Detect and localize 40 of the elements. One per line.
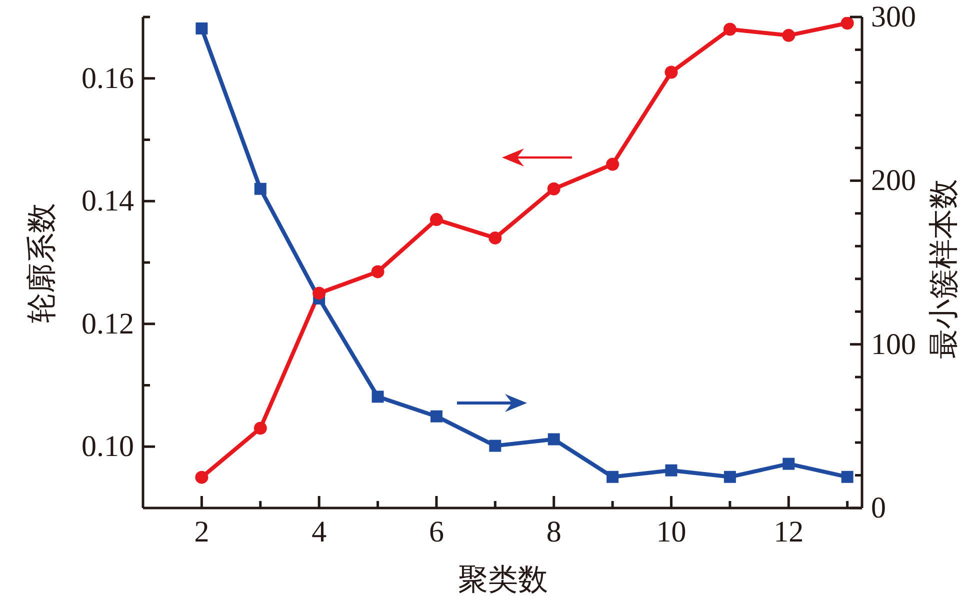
point <box>489 440 502 452</box>
point <box>430 410 442 422</box>
y2-axis-title: 最小簇样本数 <box>928 179 960 359</box>
y-tick-label: 0.16 <box>82 62 134 95</box>
x-tick-label: 10 <box>656 515 686 548</box>
point <box>782 458 795 470</box>
y-tick-label: 0.12 <box>82 307 134 340</box>
y-axis-title: 轮廓系数 <box>26 203 58 323</box>
point <box>841 470 854 483</box>
point <box>195 470 208 484</box>
point <box>548 433 560 446</box>
point <box>372 390 384 403</box>
point <box>312 286 326 300</box>
point <box>196 22 208 34</box>
x-tick-label: 12 <box>774 515 804 548</box>
x-tick-label: 6 <box>428 515 444 548</box>
point <box>840 17 854 30</box>
y2-tick-label: 300 <box>871 0 916 34</box>
y-tick-label: 0.14 <box>82 184 134 218</box>
point <box>254 182 266 195</box>
x-tick-label: 4 <box>312 515 327 548</box>
x-tick-label: 2 <box>194 515 210 548</box>
point <box>371 265 384 278</box>
point <box>254 422 267 435</box>
y2-tick-label: 100 <box>871 328 916 361</box>
point <box>488 231 502 244</box>
point <box>724 470 736 483</box>
y2-tick-label: 200 <box>871 164 916 198</box>
point <box>606 470 619 483</box>
point <box>547 182 560 196</box>
x-axis-title: 聚类数 <box>458 564 548 596</box>
point <box>430 213 443 226</box>
point <box>664 66 678 79</box>
point <box>606 158 620 171</box>
y2-tick-label: 0 <box>871 492 886 524</box>
point <box>782 28 796 42</box>
x-tick-label: 8 <box>546 515 562 548</box>
point <box>723 22 736 36</box>
point <box>665 464 678 476</box>
y-tick-label: 0.10 <box>82 430 134 464</box>
